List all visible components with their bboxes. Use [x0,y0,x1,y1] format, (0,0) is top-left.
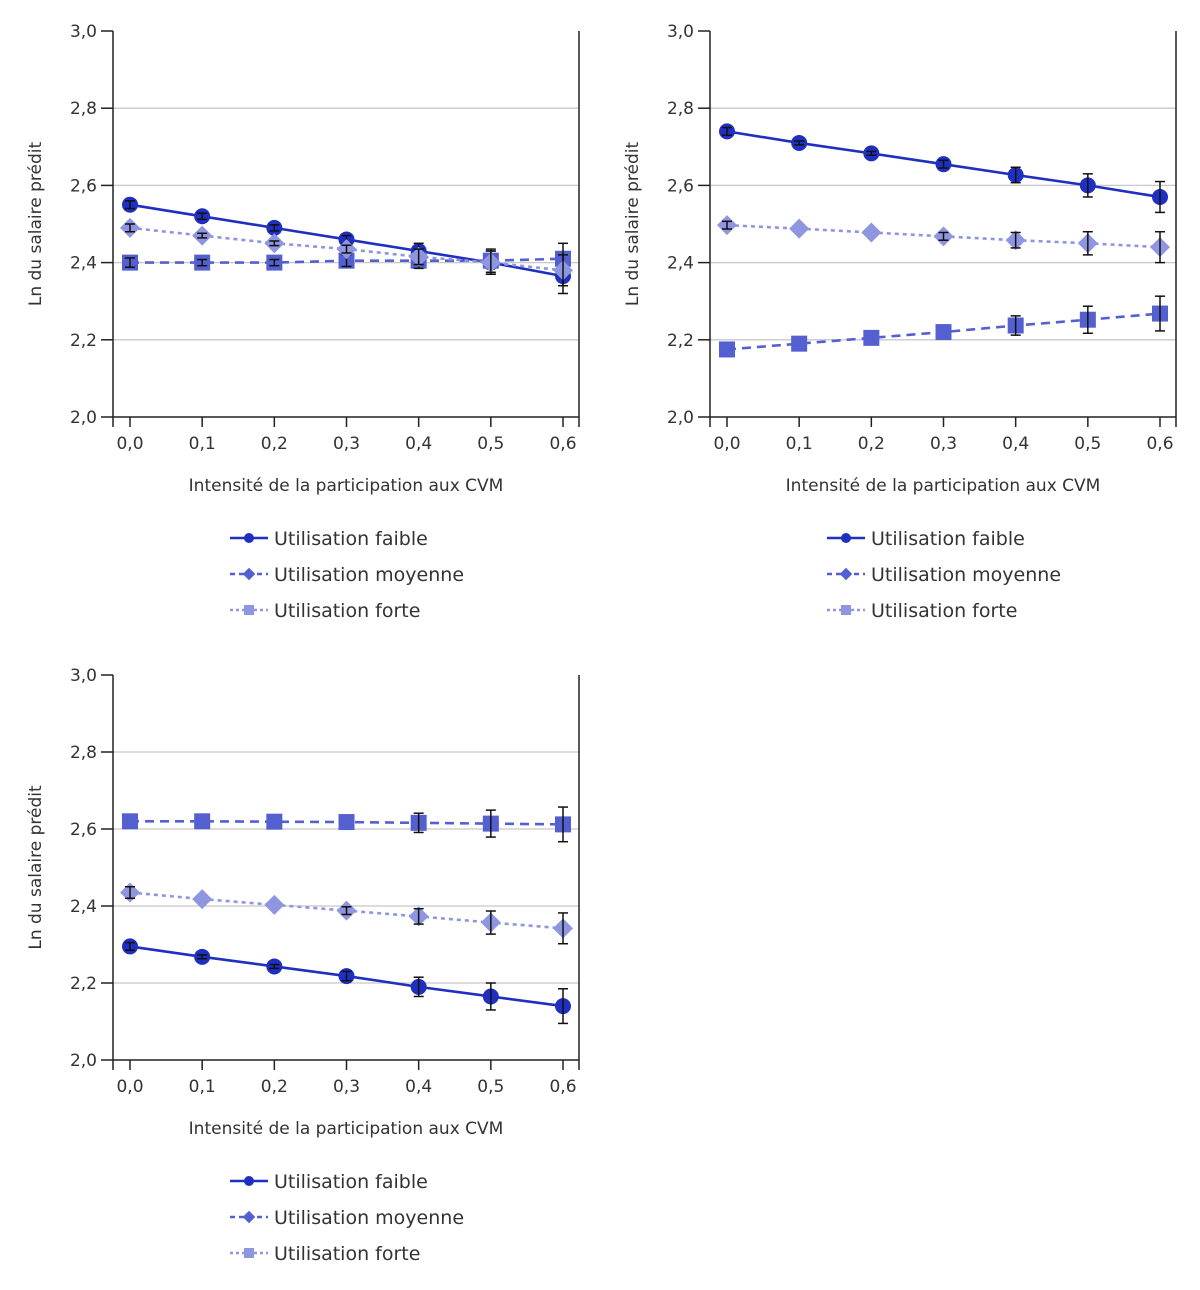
y-tick-label: 2,8 [70,99,97,119]
x-tick-label: 0,3 [930,434,957,454]
legend-marker [839,567,853,581]
chart-panel-3: 2,0 2,2 2,4 2,6 2,8 3,0 0,0 0,1 0,2 0,3 0,4 0,5 0,6 I… [26,666,580,1265]
y-axis-label: Ln du salaire prédit [623,142,643,307]
x-tick-label: 0,3 [333,434,360,454]
data-point [791,335,808,352]
data-point [861,222,882,243]
chart-panel-2: 2,0 2,2 2,4 2,6 2,8 3,0 0,0 0,1 0,2 0,3 0,4 0,5 0,6 I… [623,22,1177,622]
series-utilisation-faible [719,123,1168,214]
x-tick-label: 0,1 [189,434,216,454]
legend: Utilisation faible Utilisation moyenne Uti… [230,528,464,622]
legend-marker [244,1176,254,1186]
series-utilisation-forte [120,217,573,287]
legend-label: Utilisation forte [274,1243,420,1265]
legend-marker [841,605,851,615]
y-tick-label: 2,4 [667,254,694,274]
legend: Utilisation faible Utilisation moyenne Uti… [230,1171,464,1265]
series-utilisation-faible [122,938,571,1025]
x-tick-label: 0,2 [858,434,885,454]
x-tick-label: 0,4 [405,1077,432,1097]
y-tick-label: 2,4 [70,254,97,274]
x-tick-label: 0,5 [477,434,504,454]
y-tick-label: 2,2 [70,974,97,994]
series-utilisation-forte [717,215,1170,264]
x-tick-label: 0,1 [189,1077,216,1097]
x-tick-label: 0,1 [786,434,813,454]
y-axis-label: Ln du salaire prédit [26,785,46,950]
data-point [719,341,735,358]
legend-label: Utilisation moyenne [871,564,1061,586]
y-tick-label: 2,4 [70,897,97,917]
legend-marker [841,533,851,543]
y-tick-label: 3,0 [70,22,97,42]
y-tick-label: 2,8 [667,99,694,119]
legend-marker [242,1210,256,1224]
x-tick-label: 0,4 [1002,434,1029,454]
y-axis-label: Ln du salaire prédit [26,142,46,307]
legend-label: Utilisation faible [871,528,1025,550]
data-point [789,218,810,239]
legend-label: Utilisation forte [871,600,1017,622]
x-axis-label: Intensité de la participation aux CVM [189,476,504,496]
y-tick-label: 2,0 [70,408,97,428]
x-axis-label: Intensité de la participation aux CVM [786,476,1101,496]
x-tick-label: 0,6 [549,1077,576,1097]
x-tick-label: 0,6 [1146,434,1173,454]
data-point [935,324,952,341]
x-tick-label: 0,5 [477,1077,504,1097]
y-tick-label: 2,8 [70,743,97,763]
legend-label: Utilisation moyenne [274,564,464,586]
y-tick-label: 2,0 [70,1051,97,1071]
x-tick-label: 0,4 [405,434,432,454]
x-axis-label: Intensité de la participation aux CVM [189,1119,504,1139]
x-tick-label: 0,2 [261,1077,288,1097]
data-point [264,894,285,915]
y-tick-label: 2,2 [70,331,97,351]
x-tick-label: 0,5 [1074,434,1101,454]
y-tick-label: 2,2 [667,331,694,351]
data-point [338,814,355,831]
x-tick-label: 0,0 [116,434,143,454]
legend-marker [244,533,254,543]
legend-marker [244,605,254,615]
legend-label: Utilisation moyenne [274,1207,464,1229]
y-tick-label: 3,0 [70,666,97,686]
x-tick-label: 0,0 [116,1077,143,1097]
legend-marker [242,567,256,581]
y-tick-label: 2,0 [667,408,694,428]
legend: Utilisation faible Utilisation moyenne Uti… [827,528,1061,622]
y-tick-label: 2,6 [70,820,97,840]
series-utilisation-moyenne [719,295,1168,358]
data-point [863,329,880,346]
y-tick-label: 3,0 [667,22,694,42]
y-tick-label: 2,6 [70,176,97,196]
y-tick-label: 2,6 [667,176,694,196]
x-tick-label: 0,0 [713,434,740,454]
data-point [194,813,211,830]
legend-label: Utilisation faible [274,528,428,550]
chart-panel-1: 2,0 2,2 2,4 2,6 2,8 3,0 0,0 0,1 0,2 0,3 0,4 0,5 0,6 I… [26,22,580,622]
legend-marker [244,1248,254,1258]
series-utilisation-moyenne [122,806,571,843]
data-point [192,889,213,910]
series-utilisation-forte [120,882,573,945]
data-point [122,813,138,830]
legend-label: Utilisation forte [274,600,420,622]
x-tick-label: 0,3 [333,1077,360,1097]
x-tick-label: 0,2 [261,434,288,454]
x-tick-label: 0,6 [549,434,576,454]
data-point [266,813,283,830]
legend-label: Utilisation faible [274,1171,428,1193]
